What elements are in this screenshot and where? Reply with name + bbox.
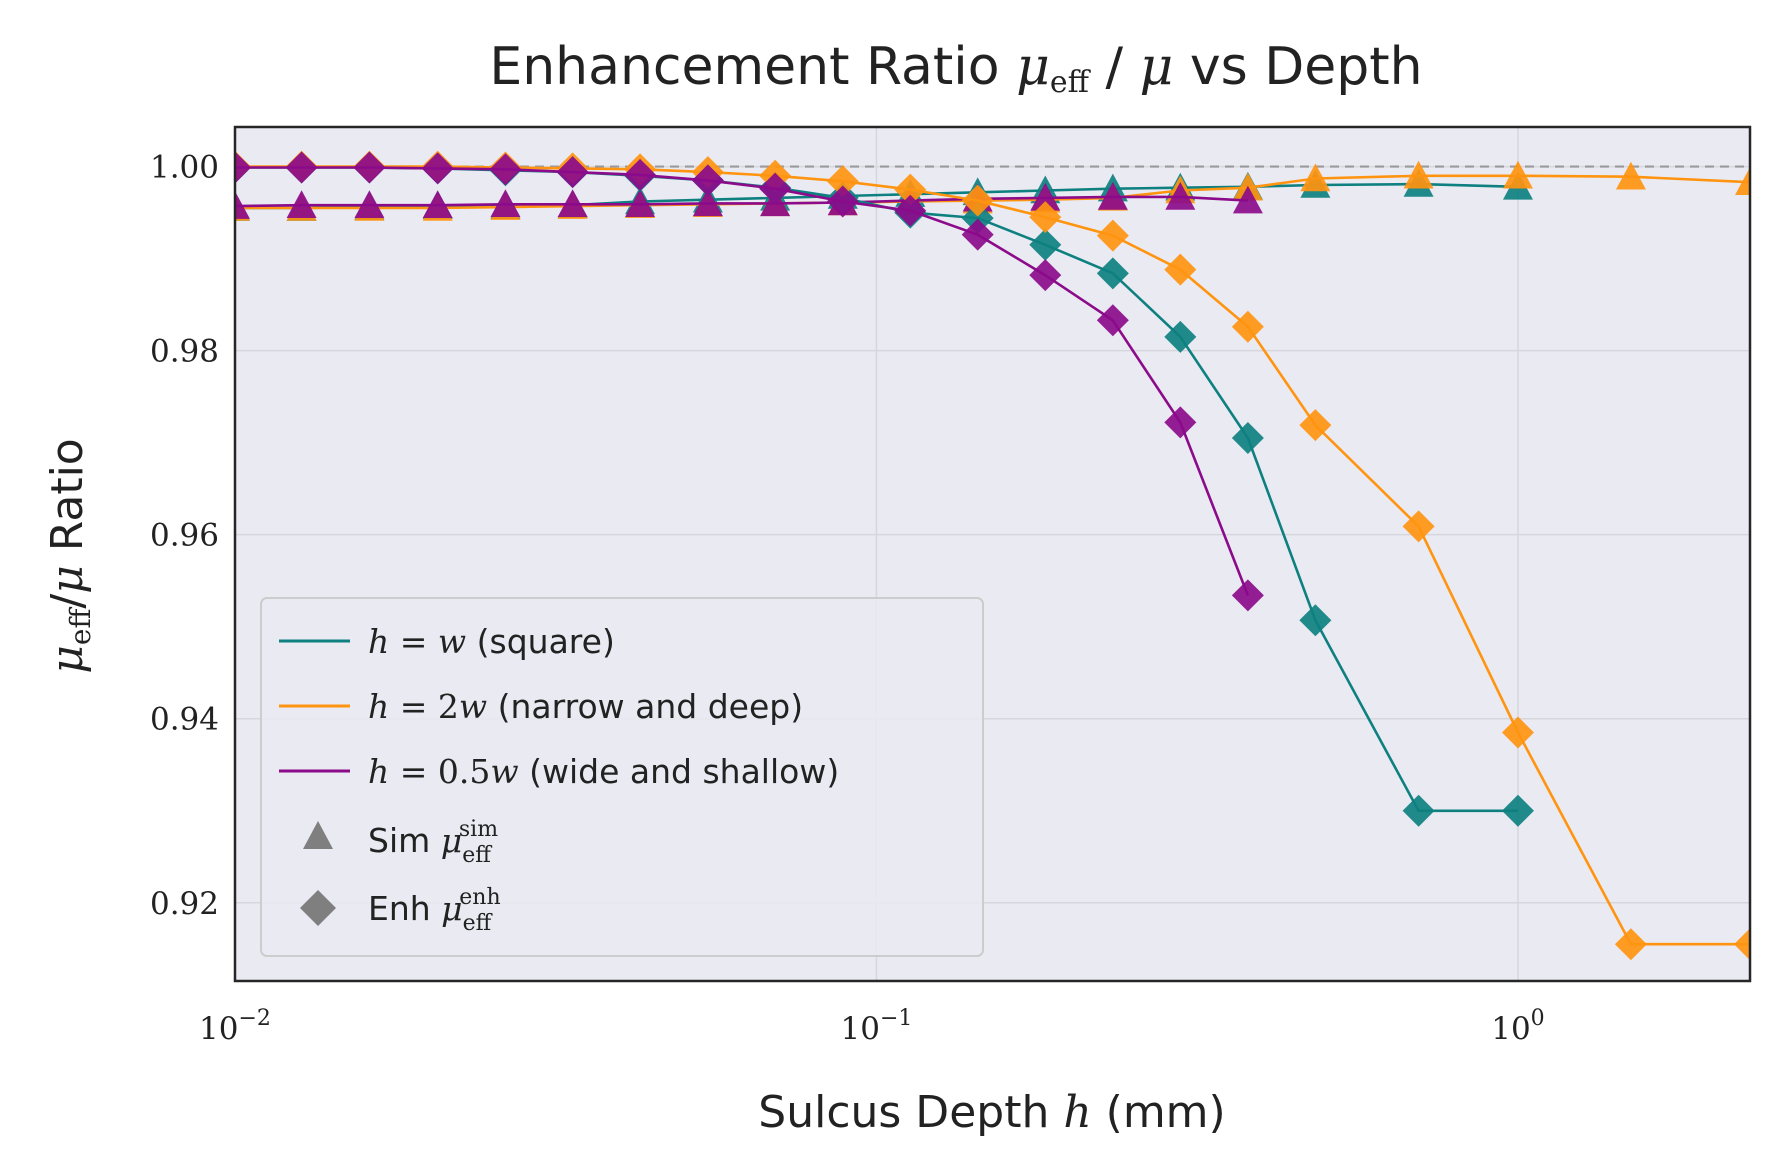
data-point [1300, 163, 1331, 192]
data-point [691, 164, 724, 197]
data-point [1029, 228, 1062, 261]
data-point [1501, 794, 1534, 827]
data-point [1164, 320, 1197, 353]
title-middle: / [1089, 37, 1140, 97]
series-h-0-5w-wide-and-shallow--enh [235, 151, 1264, 612]
y-tick-label: 1.00 [150, 150, 219, 186]
data-point [1231, 422, 1264, 455]
data-point [1029, 201, 1062, 234]
y-tick-label: 0.94 [150, 702, 219, 738]
data-point [556, 156, 589, 189]
series-layer [235, 150, 1750, 961]
data-point [1402, 510, 1435, 543]
data-point [354, 190, 385, 218]
title-mu: μ [1140, 37, 1174, 97]
data-point [826, 165, 859, 198]
data-point [557, 189, 588, 218]
data-point [286, 190, 317, 218]
title-end: vs Depth [1173, 37, 1422, 97]
data-point [422, 190, 453, 218]
data-point [1096, 257, 1129, 290]
data-point [1299, 604, 1332, 637]
data-point [1165, 181, 1196, 210]
data-point [624, 158, 657, 191]
data-point [1164, 253, 1197, 286]
data-point [1615, 161, 1646, 190]
legend-label-sim: Sim μeffsim [368, 817, 498, 868]
data-point [490, 189, 521, 218]
ylabel-eff-sub: eff [64, 607, 97, 646]
xlabel-part1: Sulcus Depth [758, 1087, 1063, 1138]
data-point [1029, 259, 1062, 292]
y-tick-label: 0.98 [150, 334, 219, 370]
data-point [235, 151, 251, 184]
legend-box [260, 597, 984, 957]
legend-triangle-marker [303, 821, 333, 849]
y-tick-label: 0.96 [150, 518, 219, 554]
data-point [894, 173, 927, 206]
legend-label-square: h = w (square) [368, 622, 615, 661]
data-point [961, 202, 994, 235]
chart-title: Enhancement Ratio μeff / μ vs Depth [489, 37, 1422, 100]
data-point [1614, 928, 1647, 961]
legend-label-narrow: h = 2w (narrow and deep) [368, 687, 803, 726]
series-line [235, 195, 1248, 208]
x-tick-label: 10−1 [841, 1006, 913, 1047]
data-point [759, 172, 792, 205]
data-point [1403, 160, 1434, 189]
x-axis-ticks: 10−2 10−1 100 [199, 1006, 1545, 1047]
ylabel-slash: / [42, 594, 93, 609]
data-point [1097, 181, 1128, 210]
data-point [1502, 160, 1533, 189]
data-point [1096, 219, 1129, 252]
x-axis-title: Sulcus Depth h (mm) [758, 1087, 1225, 1138]
legend: h = w (square) h = 2w (narrow and deep) … [260, 597, 984, 957]
xlabel-part2: (mm) [1092, 1087, 1226, 1138]
data-point [1232, 185, 1263, 214]
data-point [1299, 409, 1332, 442]
legend-diamond-marker [300, 890, 336, 926]
data-point [1231, 310, 1264, 343]
data-point [894, 194, 927, 227]
legend-label-enh: Enh μeffenh [368, 885, 501, 936]
data-point [961, 218, 994, 251]
data-point [1501, 716, 1534, 749]
ylabel-mu2: μ [42, 565, 93, 594]
data-point [489, 153, 522, 186]
data-point [1735, 167, 1750, 195]
series-line [235, 166, 1250, 596]
data-point [353, 151, 386, 184]
data-point [421, 152, 454, 185]
y-axis-ticks: 0.92 0.94 0.96 0.98 1.00 [150, 150, 219, 922]
xlabel-h: h [1063, 1087, 1091, 1138]
x-tick-label: 10−2 [199, 1006, 271, 1047]
data-point [625, 189, 656, 218]
legend-label-wide: h = 0.5w (wide and shallow) [368, 752, 839, 791]
data-point [1030, 182, 1061, 211]
ylabel-ratio: Ratio [42, 438, 93, 565]
data-point [1164, 406, 1197, 439]
data-point [1734, 928, 1750, 961]
data-point [826, 185, 859, 218]
data-point [235, 191, 250, 219]
ylabel-mu: μ [42, 645, 93, 674]
data-point [285, 151, 318, 184]
title-eff-sub: eff [1050, 65, 1092, 100]
data-point [1096, 304, 1129, 337]
title-mu-eff: μ [1016, 37, 1050, 97]
plot-frame [233, 125, 1752, 983]
data-point [1402, 794, 1435, 827]
data-point [1231, 579, 1264, 612]
data-point [961, 184, 994, 217]
y-tick-label: 0.92 [150, 886, 219, 922]
x-tick-label: 100 [1491, 1006, 1544, 1047]
title-text: Enhancement Ratio [489, 37, 1016, 97]
y-axis-title: μeff/μ Ratio [42, 438, 97, 673]
data-point [692, 188, 723, 217]
